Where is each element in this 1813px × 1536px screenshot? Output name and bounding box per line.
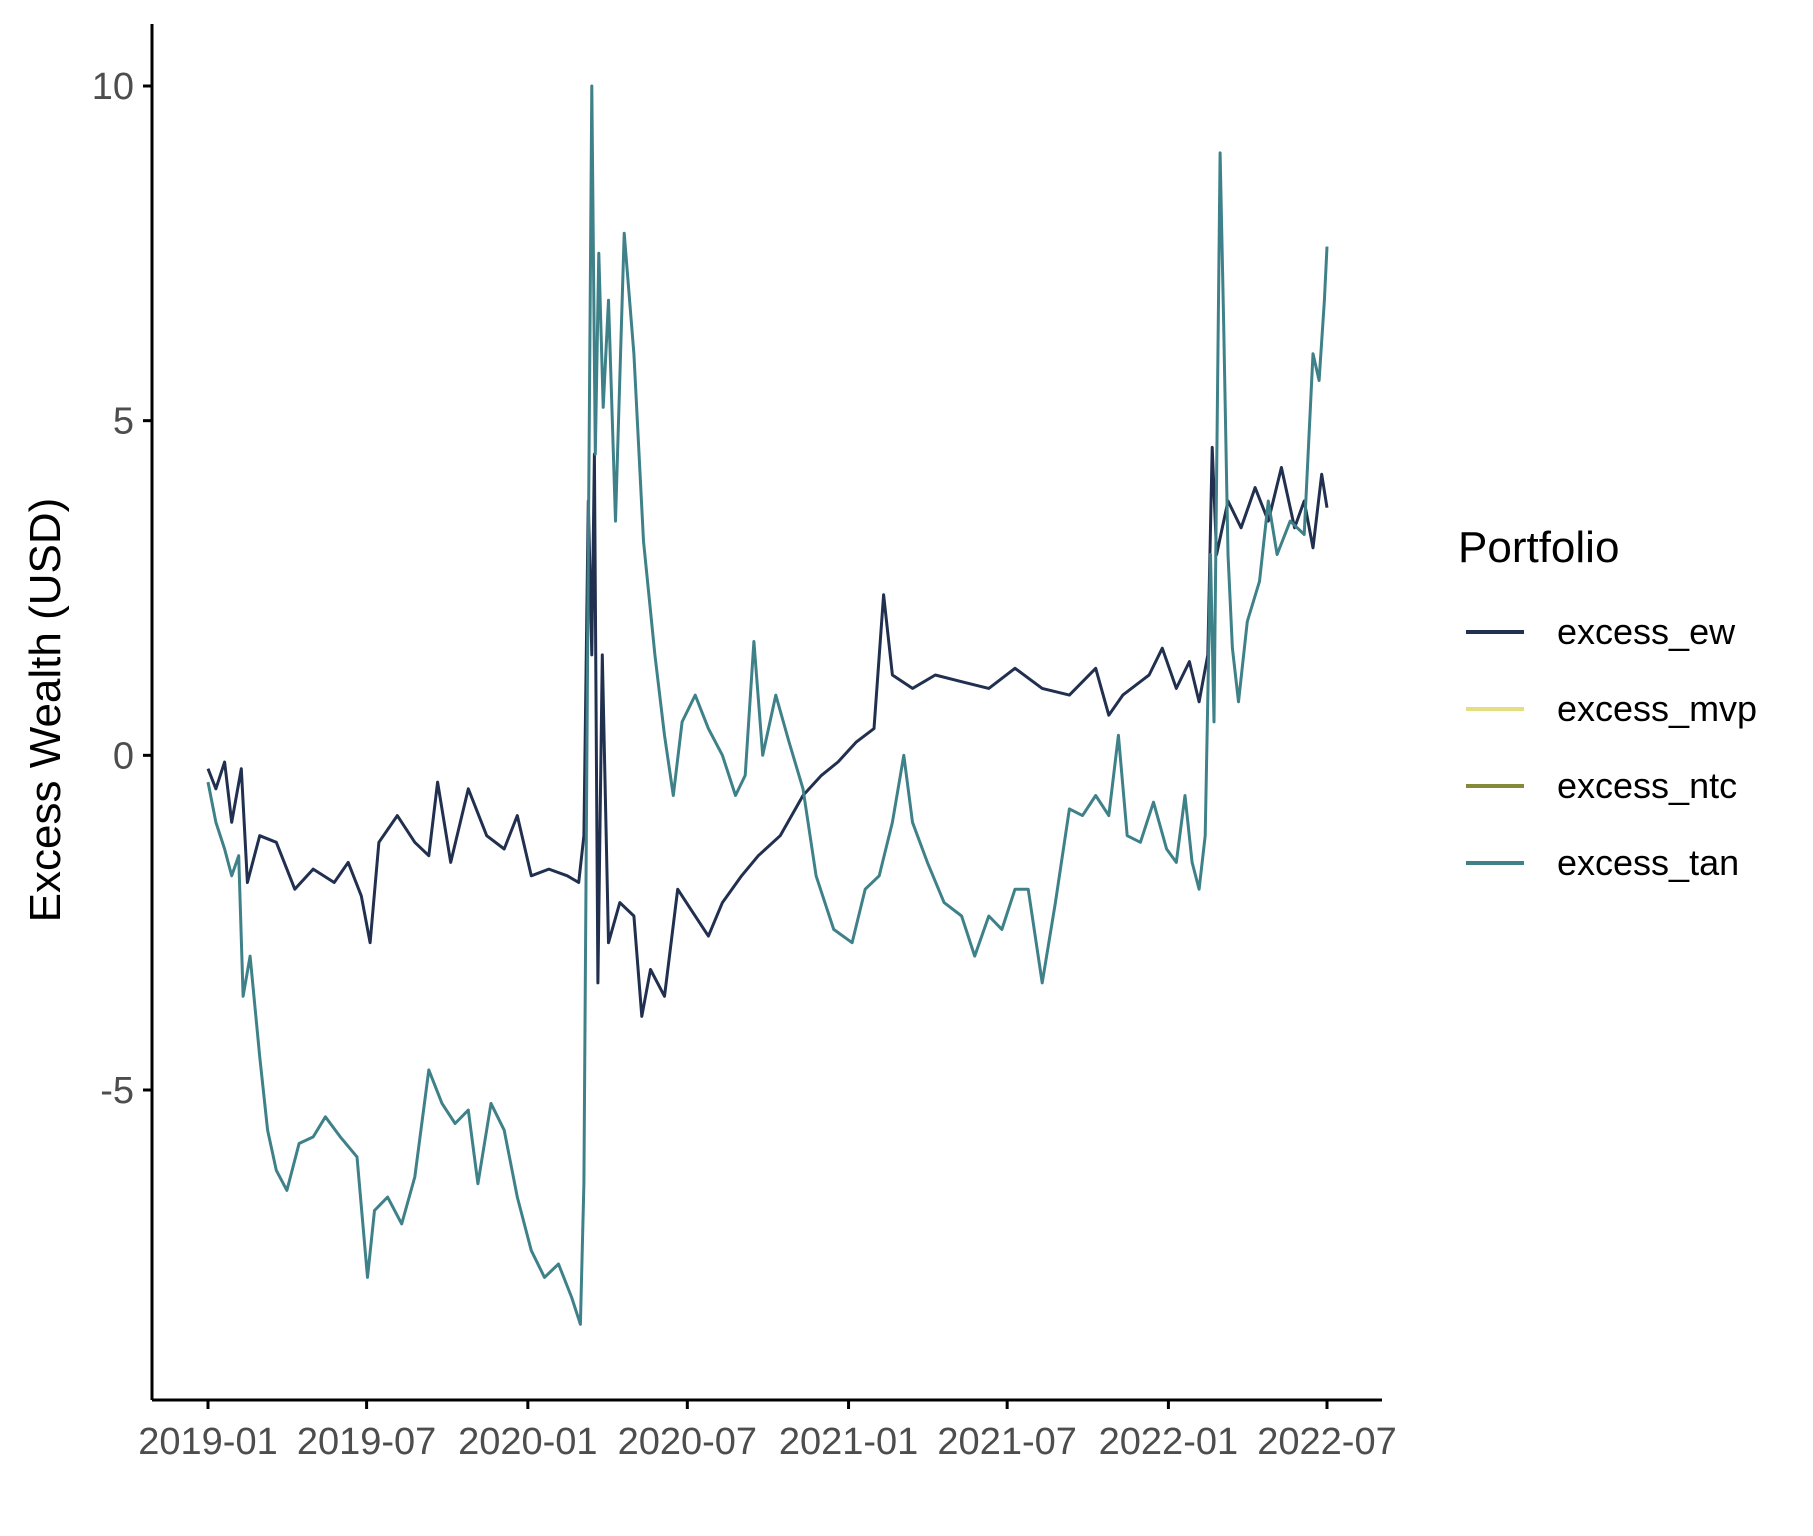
x-tick-label: 2019-01 — [138, 1421, 277, 1463]
y-ticks: -5 0 5 10 — [92, 66, 152, 1112]
x-tick-label: 2019-07 — [297, 1421, 436, 1463]
legend-label-excess_mvp: excess_mvp — [1557, 688, 1757, 729]
x-tick-label: 2022-01 — [1099, 1421, 1238, 1463]
x-tick-label: 2021-07 — [937, 1421, 1076, 1463]
x-tick-label: 2022-07 — [1257, 1421, 1396, 1463]
y-tick-label: 0 — [113, 735, 134, 777]
legend-label-excess_tan: excess_tan — [1557, 842, 1739, 883]
y-tick-label: 10 — [92, 66, 134, 108]
x-tick-label: 2020-01 — [458, 1421, 597, 1463]
y-tick-label: -5 — [100, 1070, 134, 1112]
series-layer — [206, 84, 1329, 1326]
x-tick-label: 2020-07 — [618, 1421, 757, 1463]
x-ticks: 2019-01 2019-07 2020-01 2020-07 2021-01 2021-… — [138, 1400, 1397, 1463]
legend-label-excess_ew: excess_ew — [1557, 611, 1736, 652]
x-tick-label: 2021-01 — [779, 1421, 918, 1463]
y-axis-title: Excess Wealth (USD) — [21, 498, 70, 923]
series-line-excess_ew — [206, 445, 1329, 1018]
y-tick-label: 5 — [113, 401, 134, 443]
series-line-excess_tan — [206, 84, 1329, 1326]
legend: excess_ew excess_mvp excess_ntc excess_tan — [1466, 611, 1757, 883]
legend-label-excess_ntc: excess_ntc — [1557, 765, 1737, 806]
legend-title: Portfolio — [1458, 523, 1619, 572]
